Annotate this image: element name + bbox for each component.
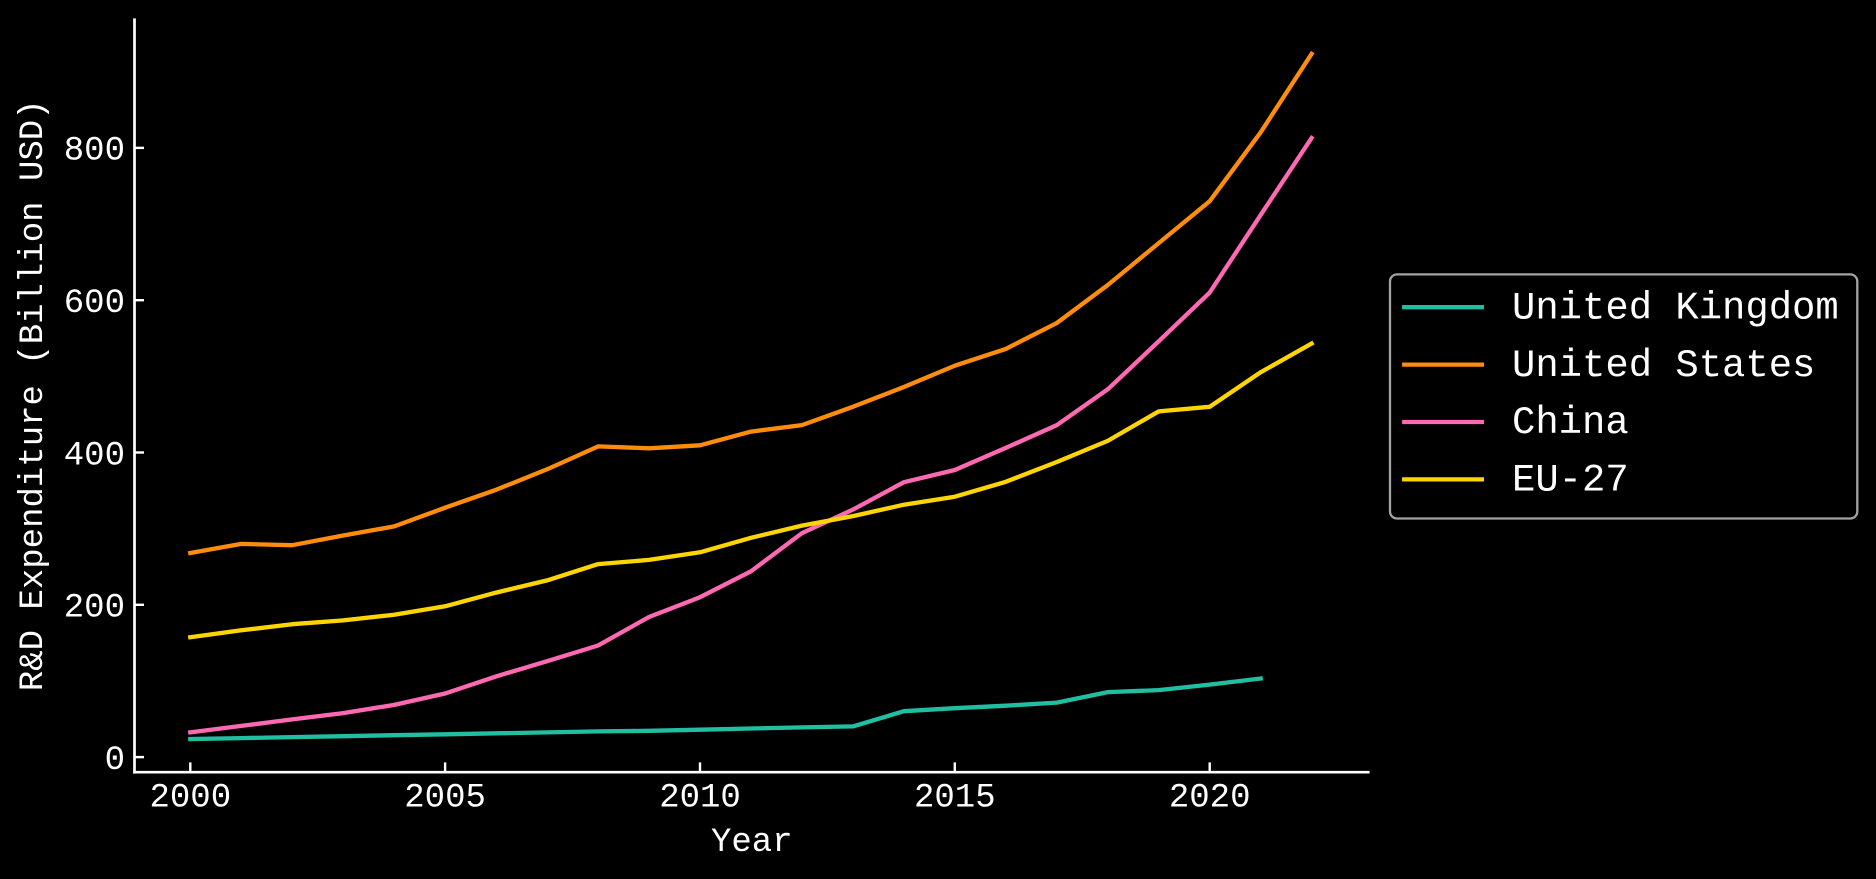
svg-text:800: 800 <box>64 133 125 171</box>
svg-text:0: 0 <box>105 742 125 780</box>
svg-text:United States: United States <box>1512 344 1815 388</box>
svg-text:2005: 2005 <box>404 779 486 817</box>
svg-text:United Kingdom: United Kingdom <box>1512 286 1839 330</box>
svg-text:200: 200 <box>64 590 125 628</box>
svg-text:Year: Year <box>711 824 793 862</box>
svg-text:R&D Expenditure (Billion USD): R&D Expenditure (Billion USD) <box>15 99 53 691</box>
svg-text:600: 600 <box>64 285 125 323</box>
svg-text:2020: 2020 <box>1169 779 1251 817</box>
svg-text:China: China <box>1512 401 1629 445</box>
svg-text:2000: 2000 <box>149 779 231 817</box>
svg-text:EU-27: EU-27 <box>1512 459 1629 503</box>
svg-text:2015: 2015 <box>914 779 996 817</box>
svg-text:400: 400 <box>64 437 125 475</box>
svg-text:2010: 2010 <box>659 779 741 817</box>
